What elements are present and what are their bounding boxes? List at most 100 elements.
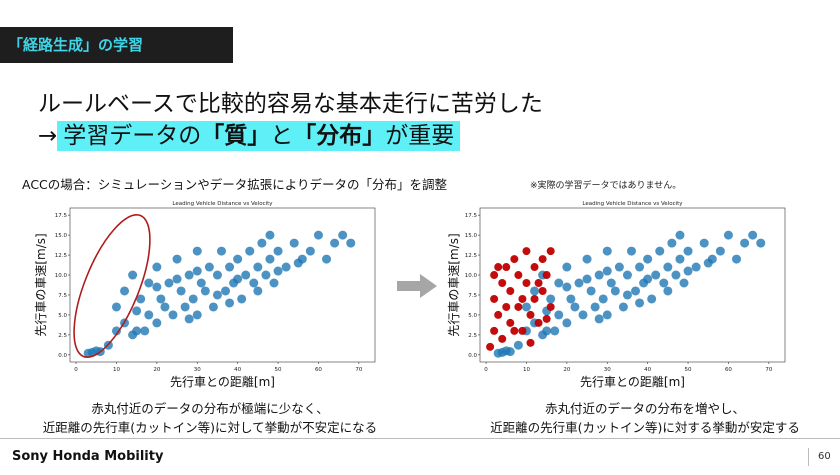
text: が重要: [385, 123, 455, 149]
scatter-point: [514, 271, 523, 280]
scatter-point: [683, 246, 693, 256]
scatter-point: [667, 238, 677, 248]
scatter-point: [152, 262, 162, 272]
scatter-point: [338, 230, 348, 240]
scatter-point: [675, 254, 685, 264]
caption-line: 近距離の先行車(カットイン等)に対して挙動が不安定になる: [42, 420, 378, 435]
x-tick-label: 70: [355, 367, 362, 373]
scatter-point: [490, 271, 499, 280]
scatter-point: [192, 310, 202, 320]
y-tick-label: 5.0: [468, 313, 477, 319]
scatter-point: [241, 270, 251, 280]
x-tick-label: 0: [484, 367, 488, 373]
text: 「分布」: [293, 123, 386, 149]
y-tick-label: 0.0: [468, 353, 477, 359]
scatter-point: [204, 262, 214, 272]
scatter-point: [269, 278, 279, 288]
scatter-point: [554, 278, 564, 288]
scatter-point: [111, 326, 121, 336]
scatter-point: [152, 318, 162, 328]
scatter-point: [144, 310, 154, 320]
scatter-point: [675, 230, 685, 240]
scatter-point: [237, 294, 247, 304]
scatter-point: [111, 302, 121, 312]
divider: [808, 448, 809, 466]
x-axis-label: 先行車との距離[m]: [580, 375, 685, 389]
scatter-point: [200, 286, 210, 296]
scatter-point: [521, 302, 531, 312]
scatter-point: [253, 262, 263, 272]
y-tick-label: 12.5: [465, 253, 478, 259]
text: 学習データの: [63, 123, 202, 149]
highlight: 学習データの「質」と「分布」が重要: [57, 121, 461, 151]
note: ※実際の学習データではありません。: [530, 181, 682, 191]
y-tick-label: 0.0: [58, 353, 67, 359]
scatter-point: [498, 279, 507, 288]
scatter-point: [683, 266, 693, 276]
scatter-point: [305, 246, 315, 256]
scatter-point: [225, 298, 235, 308]
scatter-point: [562, 282, 572, 292]
scatter-point: [671, 270, 681, 280]
scatter-point: [505, 347, 515, 357]
scatter-point: [498, 334, 507, 343]
x-tick-label: 50: [275, 367, 282, 373]
scatter-point: [273, 246, 283, 256]
plot-frame: [479, 207, 786, 363]
scatter-point: [699, 238, 709, 248]
y-tick-label: 17.5: [55, 213, 68, 219]
scatter-point: [192, 266, 202, 276]
scatter-point: [233, 274, 243, 284]
scatter-point: [132, 326, 142, 336]
highlight-circle: [73, 214, 151, 358]
scatter-point: [221, 286, 231, 296]
scatter-point: [490, 326, 499, 335]
scatter-point: [518, 294, 527, 303]
x-tick-label: 10: [113, 367, 120, 373]
x-axis-label: 先行車との距離[m]: [170, 375, 275, 389]
x-tick-label: 50: [685, 367, 692, 373]
x-tick-label: 30: [604, 367, 611, 373]
y-tick-label: 2.5: [468, 333, 477, 339]
scatter-point: [594, 270, 604, 280]
y-tick-label: 5.0: [58, 313, 67, 319]
scatter-point: [748, 230, 758, 240]
scatter-point: [506, 318, 515, 327]
y-tick-label: 15.0: [465, 233, 478, 239]
scatter-point: [643, 254, 653, 264]
text: と: [270, 123, 294, 149]
scatter-point: [663, 286, 673, 296]
scatter-point: [293, 258, 303, 268]
scatter-point: [651, 270, 661, 280]
scatter-point: [494, 263, 503, 272]
x-tick-label: 60: [725, 367, 732, 373]
y-tick-label: 12.5: [55, 253, 68, 259]
scatter-point: [570, 302, 580, 312]
scatter-point: [160, 302, 170, 312]
scatter-point: [542, 326, 552, 336]
scatter-point: [610, 286, 620, 296]
scatter-point: [586, 286, 596, 296]
scatter-point: [562, 318, 572, 328]
scatter-point: [152, 282, 162, 292]
scatter-point: [756, 238, 766, 248]
scatter-point: [494, 310, 503, 319]
scatter-point: [691, 262, 701, 272]
scatter-point: [631, 286, 641, 296]
scatter-point: [289, 238, 299, 248]
scatter-point: [172, 274, 182, 284]
caption: 赤丸付近のデータの分布が極端に少なく、近距離の先行車(カットイン等)に対して挙動…: [10, 398, 410, 436]
scatter-point: [514, 302, 523, 311]
brand: Sony Honda Mobility: [12, 449, 164, 464]
scatter-point: [622, 270, 632, 280]
scatter-point: [606, 278, 616, 288]
caption-line: 赤丸付近のデータの分布が極端に少なく、: [91, 401, 329, 416]
scatter-point: [144, 278, 154, 288]
subtitle: ACCの場合：シミュレーションやデータ拡張によりデータの「分布」を調整: [22, 177, 448, 192]
x-tick-label: 10: [523, 367, 530, 373]
chart-title: Leading Vehicle Distance vs Velocity: [172, 201, 273, 207]
scatter-point: [184, 314, 194, 324]
scatter-point: [522, 279, 531, 288]
